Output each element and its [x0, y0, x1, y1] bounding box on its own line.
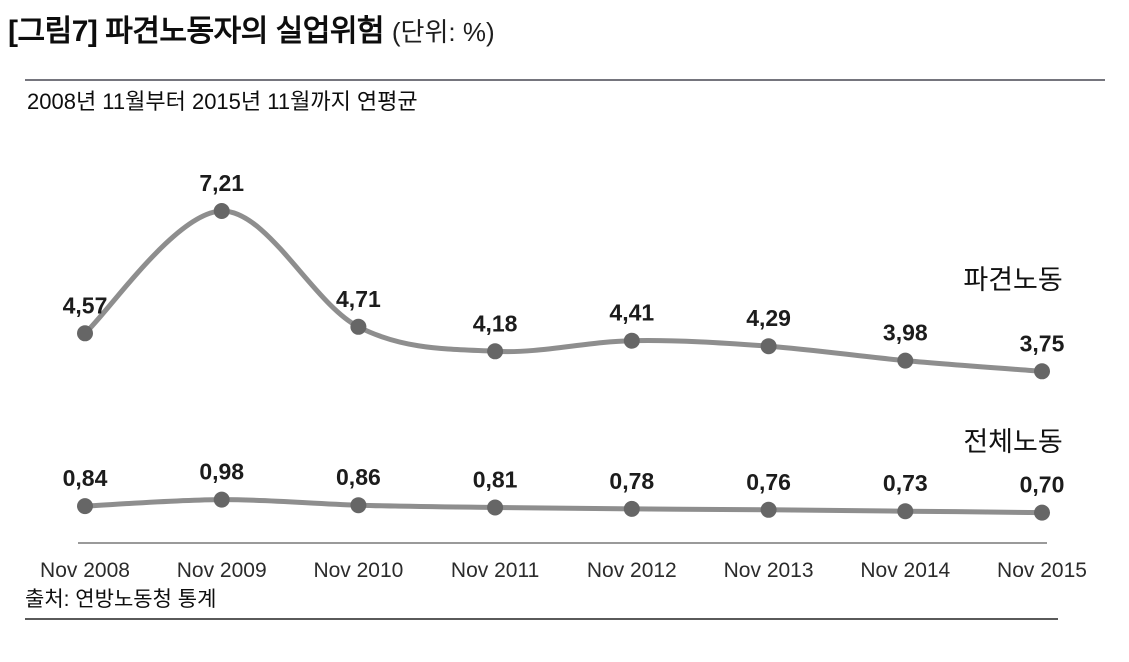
data-point-label: 0,78 [609, 468, 654, 494]
data-point-marker-total-labor [487, 499, 504, 516]
data-point-label: 0,98 [199, 459, 244, 485]
data-point-label: 7,21 [199, 170, 244, 196]
data-point-marker-agency-labor [487, 343, 504, 360]
data-point-label: 0,81 [473, 467, 518, 493]
data-point-marker-agency-labor [1034, 363, 1050, 380]
x-tick-label: Nov 2014 [860, 559, 950, 582]
data-point-marker-agency-labor [77, 325, 93, 342]
x-tick-label: Nov 2015 [997, 559, 1087, 582]
data-point-marker-total-labor [213, 491, 230, 508]
data-point-marker-total-labor [897, 503, 914, 520]
x-tick-label: Nov 2011 [451, 559, 539, 582]
data-point-marker-agency-labor [213, 203, 230, 219]
figure-subtitle: 2008년 11월부터 2015년 11월까지 연평균 [27, 89, 418, 114]
data-point-label: 0,73 [883, 470, 928, 496]
series-legend-label-total-labor: 전체노동 [963, 427, 1062, 457]
data-point-marker-total-labor [77, 498, 93, 515]
data-point-marker-total-labor [1034, 504, 1050, 521]
series-line-agency-labor [82, 208, 1045, 374]
data-point-marker-total-labor [350, 497, 367, 514]
figure-title-text: [그림7] 파견노동자의 실업위험 [8, 15, 385, 48]
x-tick-label: Nov 2009 [177, 559, 267, 582]
data-point-marker-agency-labor [897, 352, 914, 369]
data-point-marker-total-labor [760, 501, 777, 518]
x-tick-label: Nov 2013 [724, 559, 814, 582]
data-point-label: 3,98 [883, 320, 928, 346]
data-point-label: 0,86 [336, 464, 381, 490]
data-point-label: 0,70 [1020, 472, 1065, 498]
data-point-label: 4,41 [609, 300, 654, 326]
x-tick-label: Nov 2008 [40, 559, 130, 582]
x-tick-label: Nov 2012 [587, 559, 677, 582]
data-point-label: 4,29 [746, 305, 791, 331]
data-point-label: 4,71 [336, 286, 381, 312]
series-legend-label-agency-labor: 파견노동 [963, 265, 1062, 295]
data-point-marker-agency-labor [623, 332, 640, 349]
data-point-label: 0,76 [746, 469, 791, 495]
figure-title: [그림7] 파견노동자의 실업위험 (단위: %) [8, 14, 495, 50]
data-point-marker-agency-labor [350, 318, 367, 335]
figure-unit-note: (단위: %) [391, 17, 495, 47]
data-point-marker-total-labor [623, 500, 640, 517]
source-note: 출처: 연방노동청 통계 [25, 588, 217, 611]
bottom-divider [25, 618, 1058, 620]
data-point-label: 3,75 [1020, 330, 1065, 356]
x-tick-label: Nov 2010 [313, 559, 403, 582]
data-point-marker-agency-labor [760, 338, 777, 355]
data-point-label: 0,84 [63, 465, 108, 491]
data-point-label: 4,18 [473, 310, 518, 336]
top-divider [25, 79, 1105, 81]
data-point-label: 4,57 [63, 292, 108, 318]
series-line-total-labor [82, 497, 1045, 516]
